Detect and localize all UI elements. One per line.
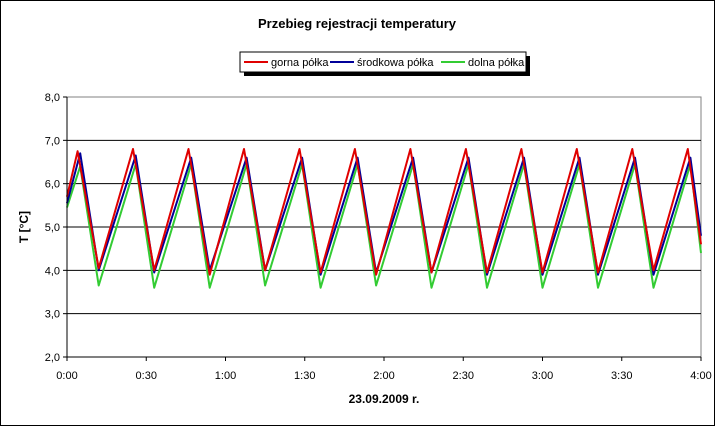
legend-label: dolna półka	[468, 57, 525, 69]
x-tick-label: 1:00	[215, 370, 236, 382]
x-tick-label: 2:30	[453, 370, 474, 382]
x-tick-label: 4:00	[690, 370, 711, 382]
series-layer	[66, 148, 702, 289]
y-axis-label: T [°C]	[17, 211, 31, 243]
series-line-2	[66, 163, 702, 289]
axis-ticks: 2,0 3,0 4,0 5,0 6,0 7,0 8,0 0:00 0:30 1:00 1:30 2:0…	[45, 92, 712, 382]
legend-box	[239, 51, 527, 73]
y-tick-label: 3,0	[45, 309, 60, 321]
y-tick-label: 7,0	[45, 135, 60, 147]
y-tick-label: 4,0	[45, 265, 60, 277]
x-tick-label: 3:00	[532, 370, 553, 382]
x-tick-label: 1:30	[294, 370, 315, 382]
x-tick-label: 3:30	[611, 370, 632, 382]
y-tick-label: 6,0	[45, 179, 60, 191]
x-tick-label: 2:00	[373, 370, 394, 382]
legend-label: gorna półka	[271, 57, 329, 69]
legend-label: środkowa półka	[357, 57, 434, 69]
x-axis-label: 23.09.2009 r.	[349, 392, 420, 406]
legend: gorna półka środkowa półka dolna półka	[239, 51, 530, 76]
x-tick-label: 0:00	[56, 370, 77, 382]
series-line-0	[66, 148, 702, 276]
y-tick-label: 2,0	[45, 352, 60, 364]
x-tick-label: 0:30	[136, 370, 157, 382]
y-tick-label: 5,0	[45, 222, 60, 234]
y-tick-label: 8,0	[45, 92, 60, 104]
chart-title: Przebieg rejestracji temperatury	[258, 16, 457, 31]
